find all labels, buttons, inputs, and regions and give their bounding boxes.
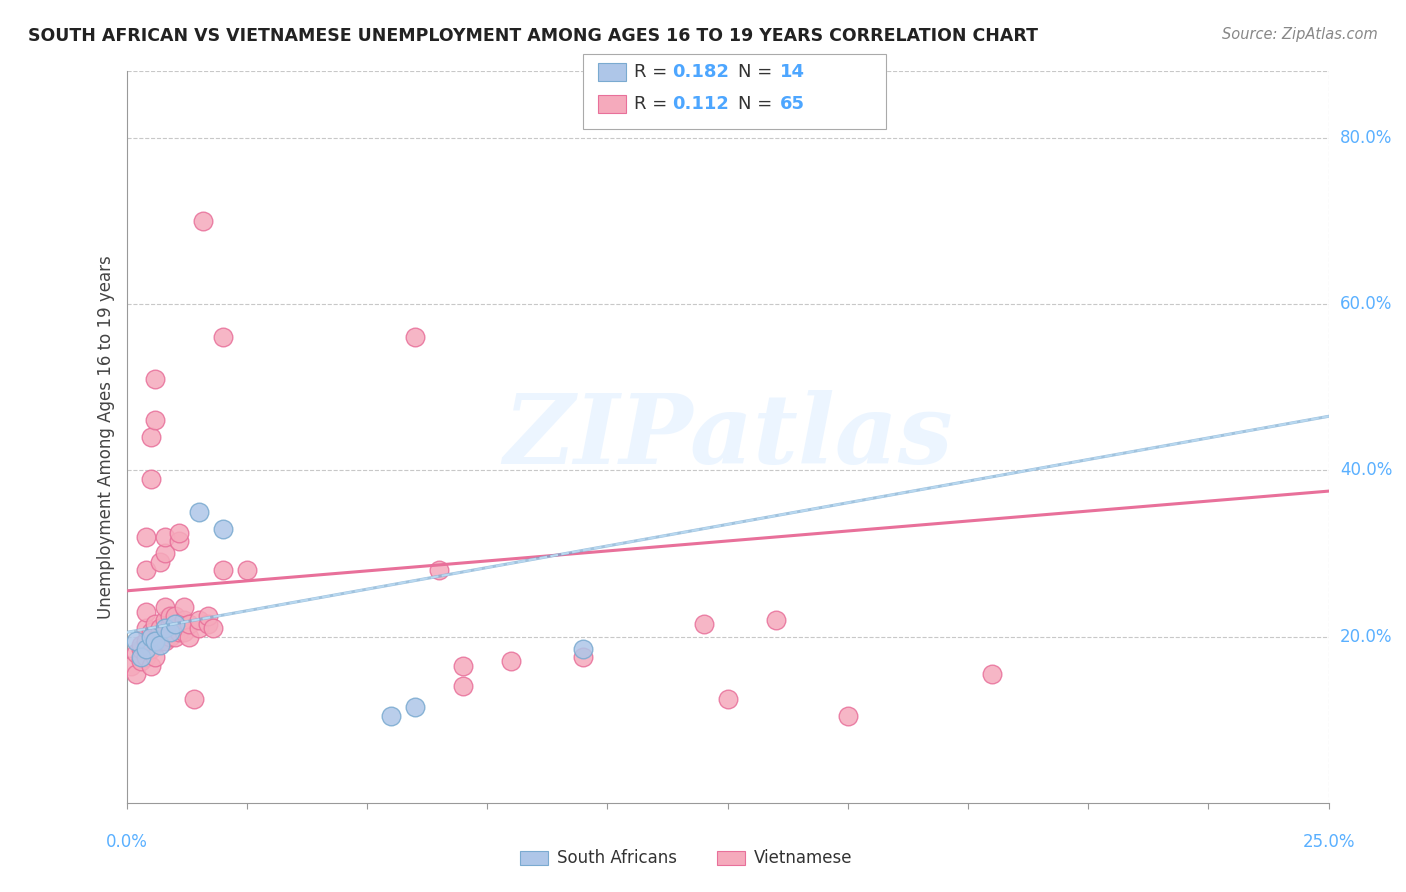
Point xyxy=(211,563,233,577)
Point xyxy=(211,521,233,535)
Point xyxy=(125,667,148,681)
Text: 60.0%: 60.0% xyxy=(1340,295,1392,313)
Point xyxy=(145,650,167,665)
Point xyxy=(139,642,162,657)
Point xyxy=(129,655,152,669)
Point xyxy=(159,617,181,632)
Point xyxy=(145,633,167,648)
Text: R =: R = xyxy=(634,95,668,113)
Text: Source: ZipAtlas.com: Source: ZipAtlas.com xyxy=(1222,27,1378,42)
Point xyxy=(163,617,186,632)
Point xyxy=(159,608,181,623)
Point xyxy=(501,655,523,669)
Y-axis label: Unemployment Among Ages 16 to 19 years: Unemployment Among Ages 16 to 19 years xyxy=(97,255,115,619)
Text: 65: 65 xyxy=(780,95,806,113)
Point xyxy=(135,650,157,665)
Point xyxy=(163,608,186,623)
Point xyxy=(380,708,402,723)
Text: 14: 14 xyxy=(780,63,806,81)
Point xyxy=(135,621,157,635)
Point xyxy=(129,642,152,657)
Point xyxy=(153,530,176,544)
Text: N =: N = xyxy=(738,63,772,81)
Point xyxy=(135,633,157,648)
Point xyxy=(169,625,191,640)
Point xyxy=(153,633,176,648)
Point xyxy=(692,617,714,632)
Point xyxy=(173,613,195,627)
Point xyxy=(120,658,142,673)
Point xyxy=(163,630,186,644)
Text: 25.0%: 25.0% xyxy=(1302,833,1355,851)
Text: ZIPatlas: ZIPatlas xyxy=(503,390,952,484)
Point xyxy=(404,330,426,344)
Point xyxy=(427,563,450,577)
Point xyxy=(139,430,162,444)
Point xyxy=(129,650,152,665)
Point xyxy=(173,600,195,615)
Point xyxy=(451,658,474,673)
Point xyxy=(169,533,191,548)
Point xyxy=(765,613,787,627)
Point xyxy=(129,638,152,652)
Text: 0.182: 0.182 xyxy=(672,63,730,81)
Point xyxy=(981,667,1004,681)
Point xyxy=(572,642,595,657)
Point xyxy=(183,692,205,706)
Point xyxy=(211,330,233,344)
Point xyxy=(404,700,426,714)
Text: 40.0%: 40.0% xyxy=(1340,461,1392,479)
Point xyxy=(159,625,181,640)
Text: N =: N = xyxy=(738,95,772,113)
Point xyxy=(145,633,167,648)
Point xyxy=(187,505,209,519)
Text: R =: R = xyxy=(634,63,668,81)
Point xyxy=(139,625,162,640)
Text: 80.0%: 80.0% xyxy=(1340,128,1392,147)
Point xyxy=(177,617,200,632)
Point xyxy=(837,708,859,723)
Point xyxy=(716,692,740,706)
Text: 0.112: 0.112 xyxy=(672,95,728,113)
Text: South Africans: South Africans xyxy=(557,849,676,867)
Point xyxy=(159,630,181,644)
Point xyxy=(125,633,148,648)
Point xyxy=(149,638,172,652)
Point xyxy=(125,646,148,660)
Point xyxy=(135,530,157,544)
Point xyxy=(235,563,259,577)
Text: 20.0%: 20.0% xyxy=(1340,628,1392,646)
Point xyxy=(187,621,209,635)
Point xyxy=(145,617,167,632)
Point xyxy=(153,600,176,615)
Point xyxy=(139,472,162,486)
Text: Vietnamese: Vietnamese xyxy=(754,849,852,867)
Point xyxy=(139,630,162,644)
Point xyxy=(451,680,474,694)
Text: SOUTH AFRICAN VS VIETNAMESE UNEMPLOYMENT AMONG AGES 16 TO 19 YEARS CORRELATION C: SOUTH AFRICAN VS VIETNAMESE UNEMPLOYMENT… xyxy=(28,27,1038,45)
Point xyxy=(145,413,167,427)
Point xyxy=(153,546,176,560)
Point xyxy=(163,621,186,635)
Point xyxy=(193,214,215,228)
Point xyxy=(187,613,209,627)
Point xyxy=(145,372,167,386)
Point xyxy=(197,608,219,623)
Point xyxy=(135,563,157,577)
Point xyxy=(153,621,176,635)
Point xyxy=(177,630,200,644)
Text: 0.0%: 0.0% xyxy=(105,833,148,851)
Point xyxy=(139,658,162,673)
Point xyxy=(135,605,157,619)
Point xyxy=(197,617,219,632)
Point xyxy=(135,642,157,657)
Point xyxy=(202,621,225,635)
Point xyxy=(153,613,176,627)
Point xyxy=(169,525,191,540)
Point xyxy=(149,555,172,569)
Point xyxy=(149,621,172,635)
Point xyxy=(572,650,595,665)
Point xyxy=(173,625,195,640)
Point xyxy=(149,633,172,648)
